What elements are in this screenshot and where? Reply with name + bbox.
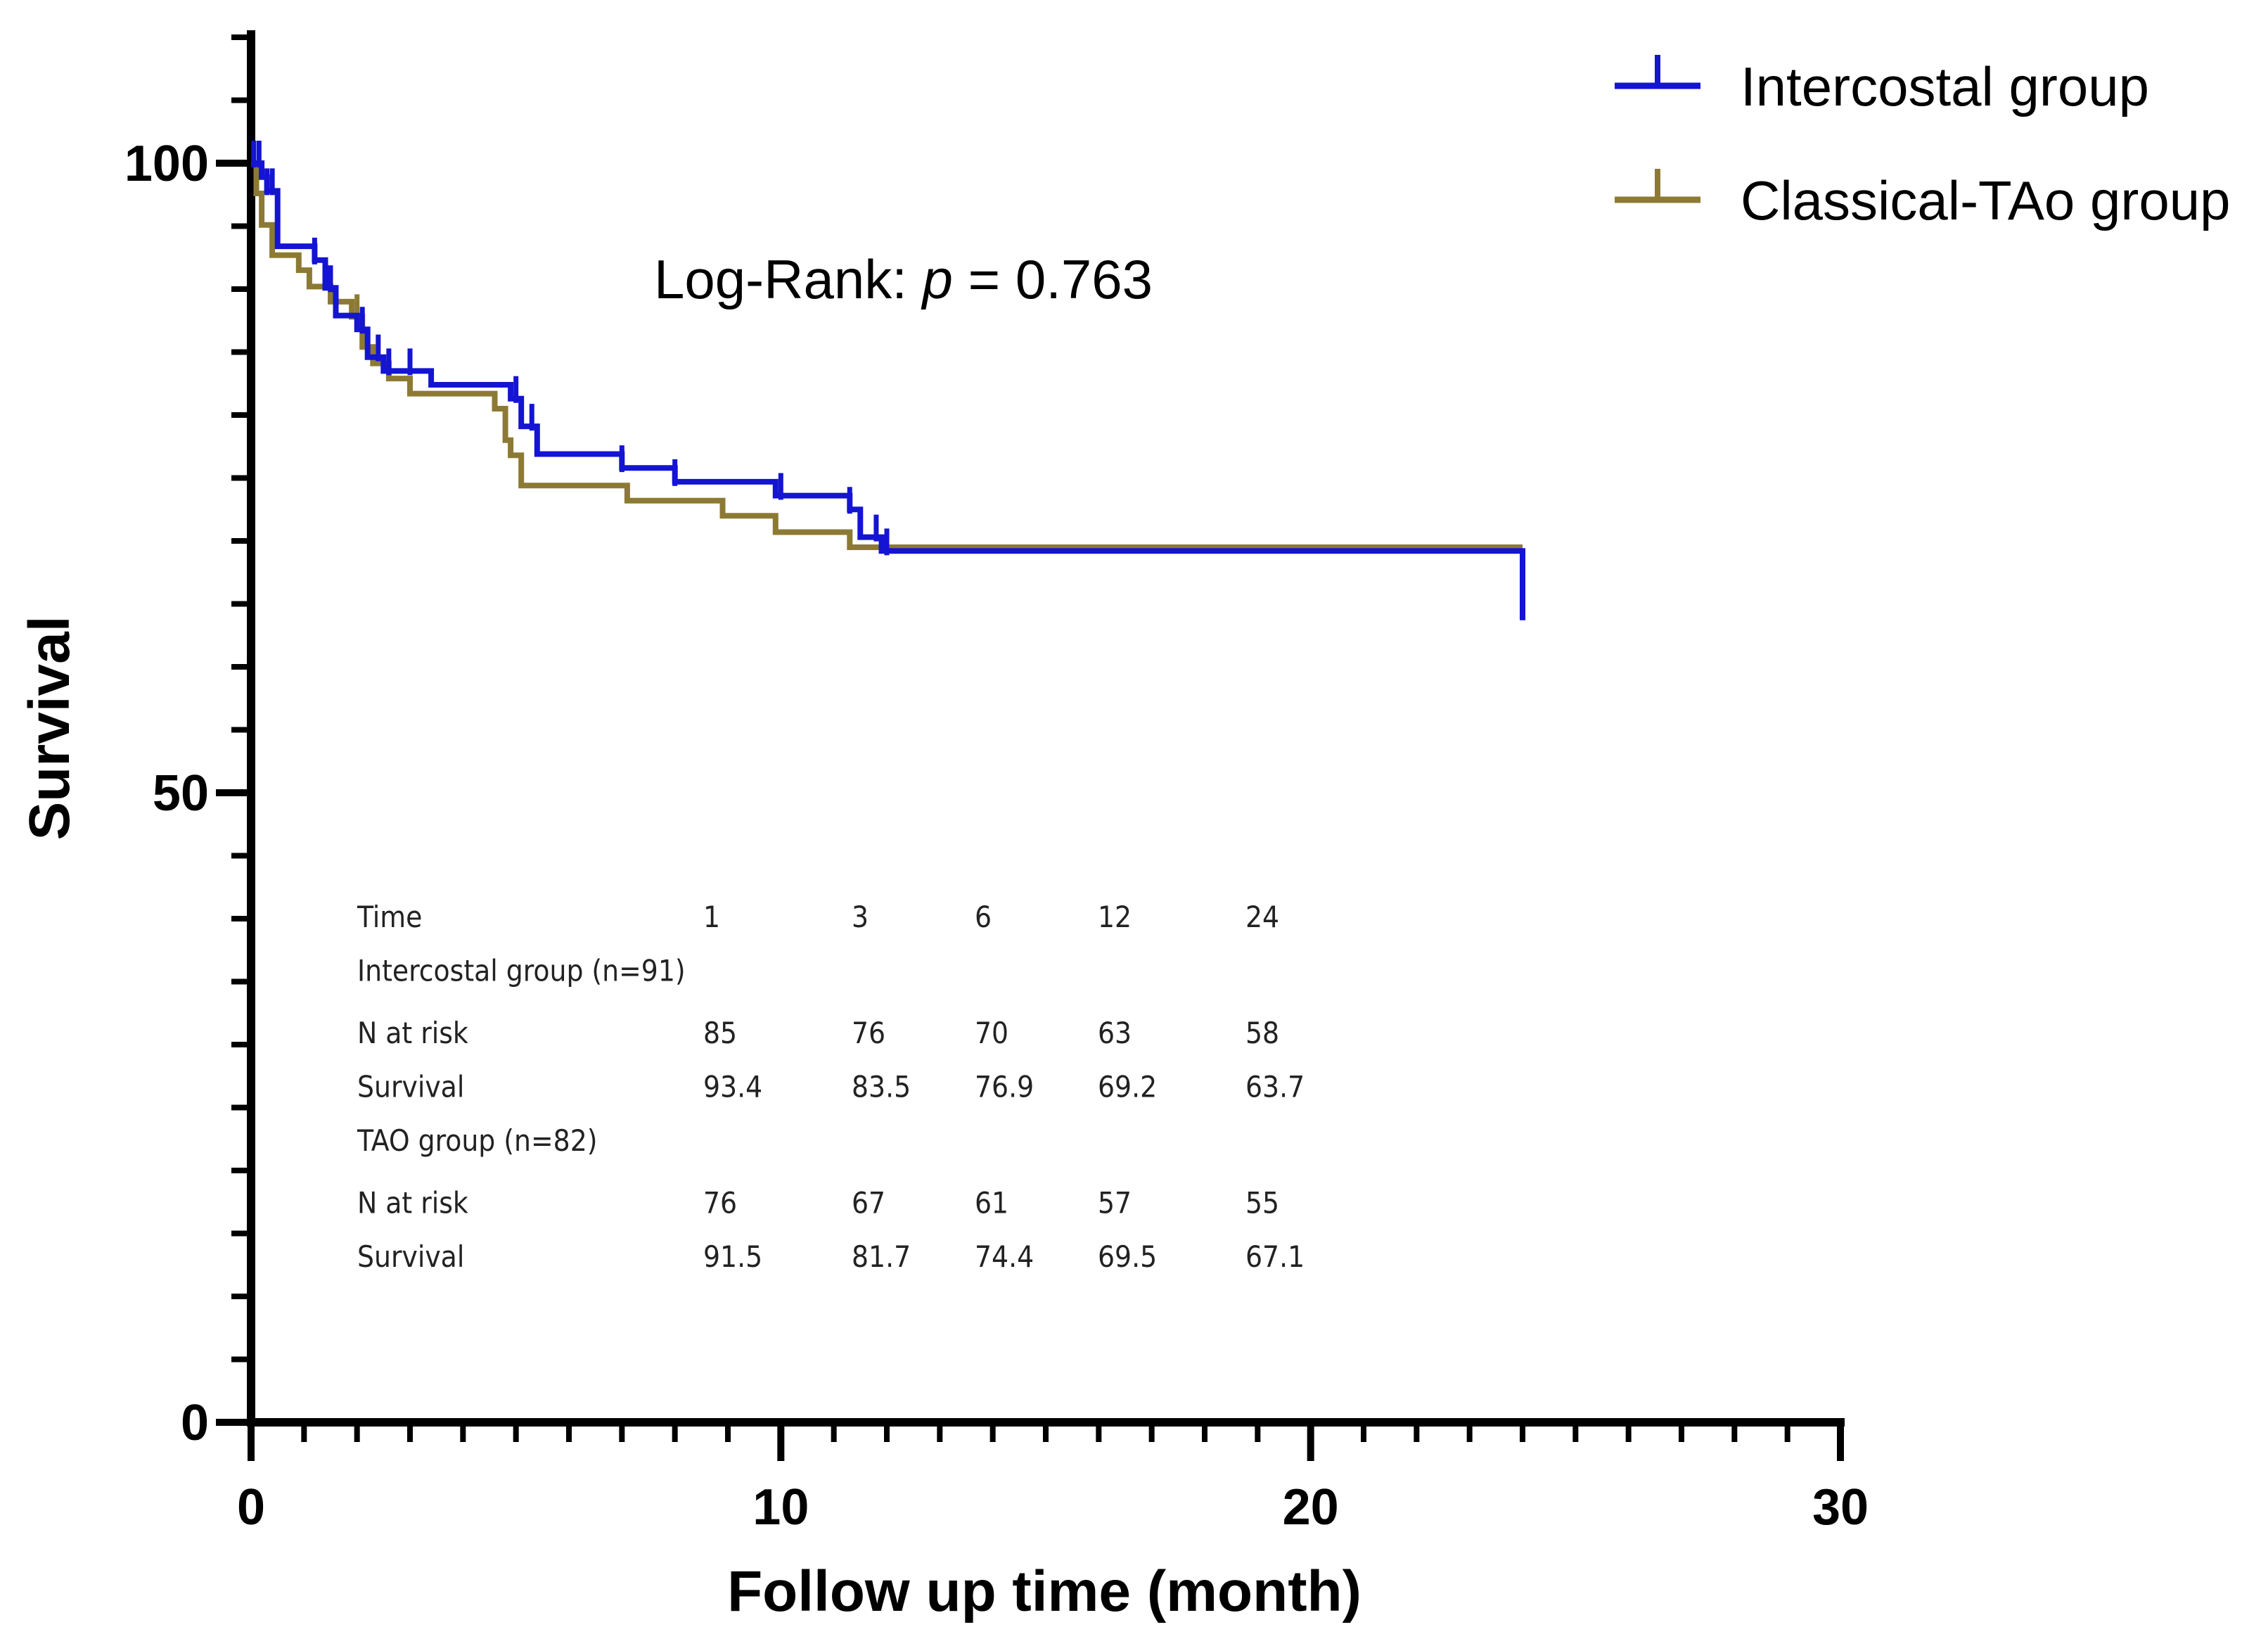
- risk-table-row-label: Survival: [357, 1070, 464, 1104]
- x-tick-label: 10: [752, 1479, 809, 1536]
- risk-table-cell: 57: [1098, 1186, 1132, 1220]
- risk-table-time: 3: [852, 900, 869, 934]
- legend: Intercostal group Classical-TAo group: [1615, 55, 2230, 231]
- risk-table-cell: 58: [1245, 1016, 1279, 1050]
- risk-table-cell: 91.5: [703, 1239, 762, 1274]
- risk-table-cell: 63: [1098, 1016, 1132, 1050]
- risk-table-cell: 63.7: [1245, 1070, 1305, 1104]
- risk-table-row-label: N at risk: [357, 1016, 468, 1050]
- series-line-1: [251, 160, 1523, 550]
- risk-table-cell: 76: [852, 1016, 885, 1050]
- risk-table-cell: 67.1: [1245, 1239, 1305, 1274]
- y-tick-label: 50: [153, 765, 209, 822]
- risk-table-cell: 83.5: [852, 1070, 911, 1104]
- risk-table-cell: 70: [975, 1016, 1008, 1050]
- risk-table: Time 1 3 6 12 24 Intercostal group (n=91) N at …: [357, 900, 1305, 1274]
- axes-group: 0 50 100 0 10 20 30: [124, 30, 1869, 1536]
- risk-table-row-label: Survival: [357, 1239, 464, 1274]
- risk-table-cell: 55: [1245, 1186, 1279, 1220]
- x-tick-label: 0: [237, 1479, 265, 1536]
- log-rank-prefix: Log-Rank:: [654, 248, 923, 310]
- log-rank-p-value: = 0.763: [953, 248, 1153, 310]
- x-axis-title: Follow up time (month): [727, 1559, 1362, 1623]
- y-tick-label: 100: [124, 136, 209, 192]
- risk-table-cell: 93.4: [703, 1070, 762, 1104]
- risk-table-cell: 76: [703, 1186, 737, 1220]
- series-group: [251, 141, 1525, 620]
- risk-table-cell: 74.4: [975, 1239, 1034, 1274]
- log-rank-annotation: Log-Rank: p = 0.763: [654, 248, 1153, 310]
- risk-table-time: 24: [1245, 900, 1279, 934]
- risk-table-cell: 81.7: [852, 1239, 911, 1274]
- log-rank-p-symbol: p: [921, 248, 953, 310]
- risk-table-time: 6: [975, 900, 992, 934]
- risk-table-group-title: TAO group (n=82): [357, 1123, 597, 1158]
- y-axis-title: Survival: [18, 615, 82, 840]
- risk-table-header-label: Time: [357, 900, 422, 934]
- risk-table-cell: 61: [975, 1186, 1008, 1220]
- risk-table-cell: 69.2: [1098, 1070, 1157, 1104]
- risk-table-group-title: Intercostal group (n=91): [357, 954, 686, 988]
- legend-label-1: Classical-TAo group: [1741, 170, 2230, 231]
- risk-table-time: 1: [703, 900, 720, 934]
- risk-table-row-label: N at risk: [357, 1186, 468, 1220]
- risk-table-cell: 76.9: [975, 1070, 1034, 1104]
- x-tick-label: 30: [1812, 1479, 1869, 1536]
- risk-table-cell: 85: [703, 1016, 737, 1050]
- legend-label-0: Intercostal group: [1741, 56, 2149, 117]
- risk-table-cell: 67: [852, 1186, 885, 1220]
- y-tick-label: 0: [181, 1395, 209, 1451]
- x-tick-label: 20: [1283, 1479, 1339, 1536]
- annotation-group: Log-Rank: p = 0.763: [654, 248, 1153, 310]
- risk-table-time: 12: [1098, 900, 1132, 934]
- risk-table-cell: 69.5: [1098, 1239, 1157, 1274]
